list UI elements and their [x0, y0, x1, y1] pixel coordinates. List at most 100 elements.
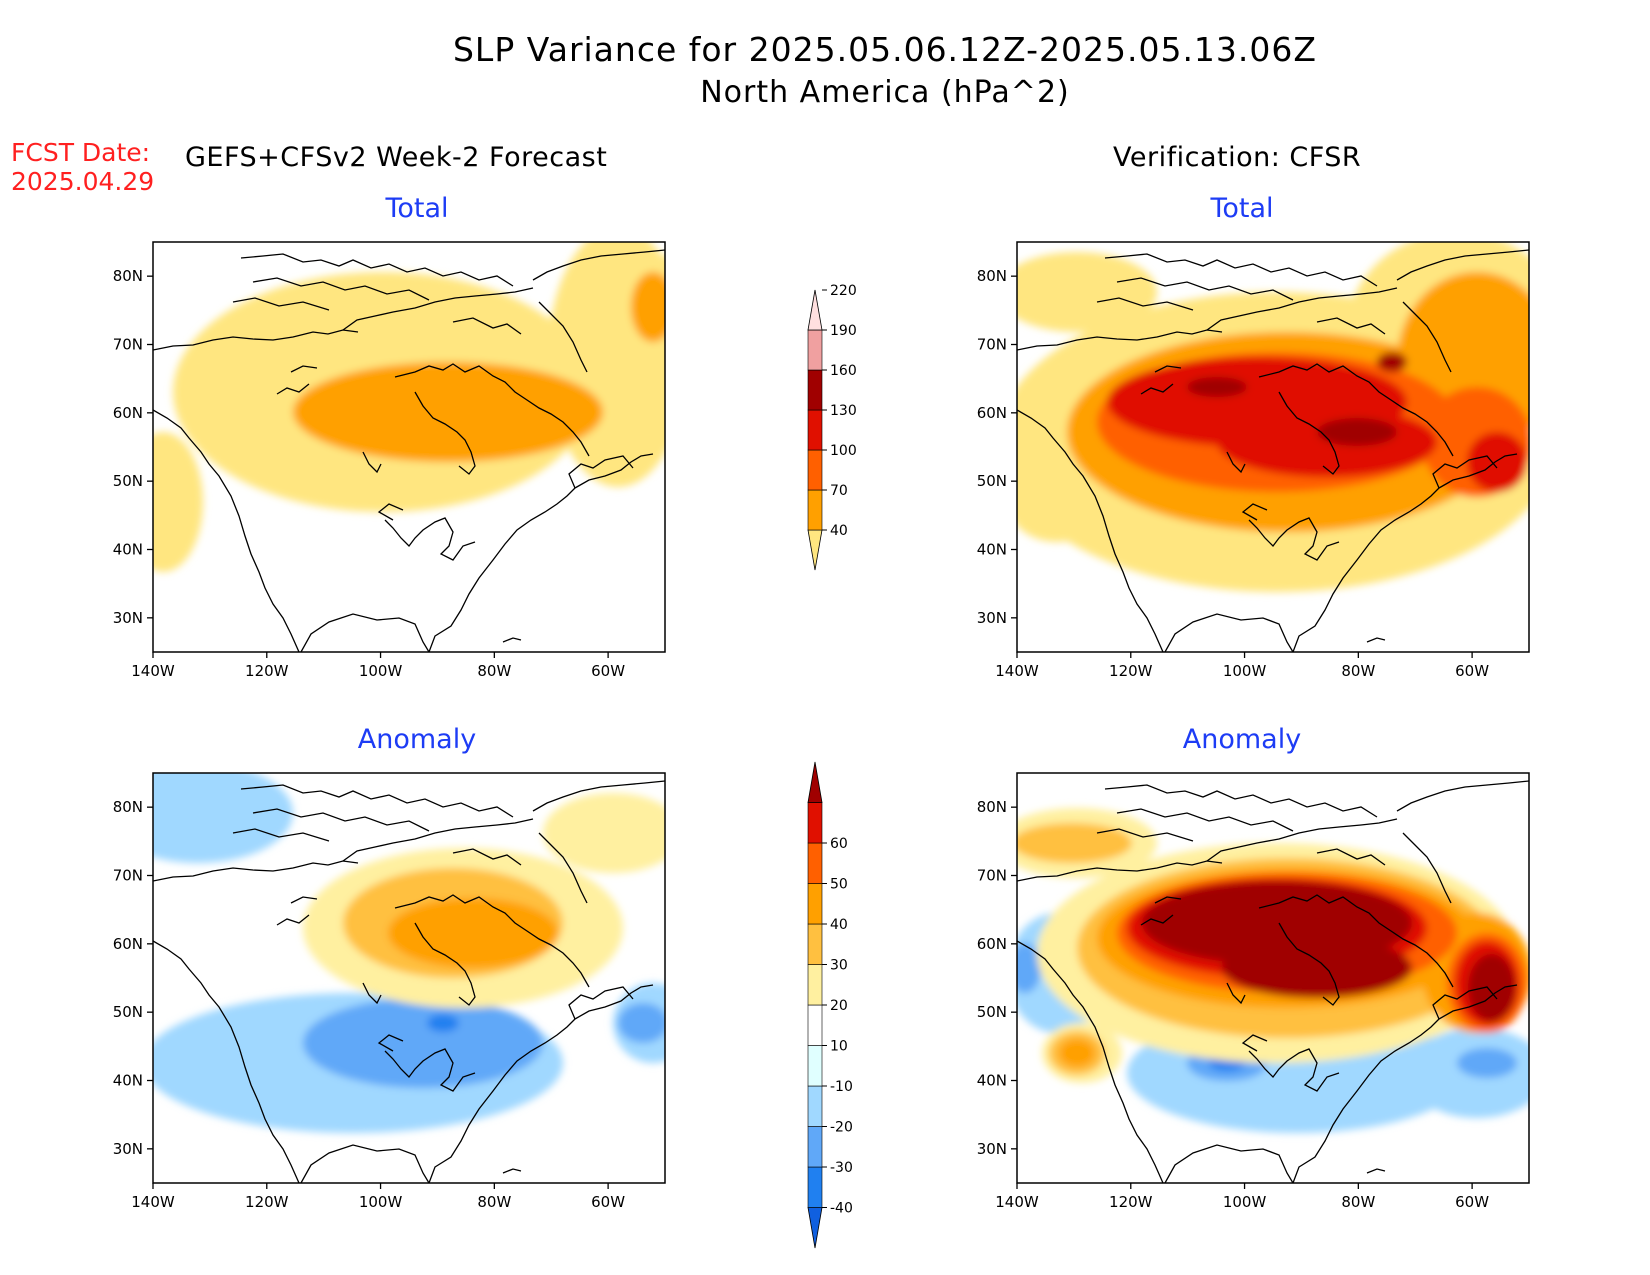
- lon-tick-label: 120W: [1109, 662, 1153, 680]
- field-contour: [1317, 418, 1397, 446]
- colorbar-tick-label: -10: [830, 1079, 853, 1095]
- chart-subtitle: North America (hPa^2): [700, 75, 1070, 110]
- map-field-verification-total: [1017, 242, 1529, 652]
- lat-tick-label: 60N: [113, 935, 143, 953]
- colorbar-cell: [807, 802, 823, 844]
- fcst-date-label: FCST Date: 2025.04.29: [11, 138, 155, 196]
- colorbar-tick-label: 20: [830, 998, 848, 1014]
- colorbar-cell: [807, 842, 823, 884]
- colorbar-cell: [807, 1085, 823, 1127]
- lat-tick-label: 50N: [977, 472, 1007, 490]
- lon-tick-label: 80W: [1341, 1193, 1375, 1211]
- lon-tick-label: 100W: [359, 662, 403, 680]
- colorbar-cell: [807, 1166, 823, 1208]
- lon-tick-label: 120W: [1109, 1193, 1153, 1211]
- field-contour: [303, 998, 543, 1088]
- lat-tick-label: 60N: [977, 935, 1007, 953]
- field-contour: [1217, 407, 1437, 477]
- map-panel-verification-total: 140W 120W 100W 80W 60W 80N 70N 60N 50N 40N 30N: [977, 241, 1530, 680]
- colorbar-tick-label: 100: [830, 443, 857, 459]
- lat-tick-label: 30N: [977, 1140, 1007, 1158]
- shaded-field: [153, 242, 665, 572]
- lon-tick-label: 60W: [1455, 662, 1489, 680]
- field-contour: [1457, 1048, 1517, 1078]
- colorbar-cell: [807, 409, 823, 451]
- lon-tick-label: 140W: [131, 662, 175, 680]
- colorbar-cell: [807, 1004, 823, 1046]
- panel-title-forecast-anomaly: Anomaly: [357, 724, 477, 755]
- colorbar-cell: [807, 489, 823, 531]
- colorbar-tick-label: 60: [830, 836, 848, 852]
- shaded-field: [1017, 808, 1529, 1133]
- colorbar-cell: [807, 1207, 823, 1249]
- lat-tick-label: 70N: [977, 336, 1007, 354]
- field-contour: [427, 1014, 459, 1032]
- field-contour: [1017, 462, 1107, 542]
- map-panel-verification-anomaly: 140W 120W 100W 80W 60W 80N 70N 60N 50N 40N 30N: [977, 772, 1530, 1211]
- field-contour: [1222, 938, 1412, 998]
- verification-title: Verification: CFSR: [1113, 142, 1362, 173]
- colorbar-tick-label: -20: [830, 1120, 853, 1136]
- map-frame: [152, 772, 666, 1184]
- lon-tick-label: 100W: [1223, 662, 1267, 680]
- field-contour: [388, 898, 558, 968]
- lon-tick-label: 140W: [995, 1193, 1039, 1211]
- field-contour: [1017, 823, 1132, 863]
- lat-tick-label: 60N: [113, 404, 143, 422]
- lat-tick-label: 40N: [977, 1072, 1007, 1090]
- colorbar-tick-label: 190: [830, 323, 857, 339]
- colorbar-tick-label: 10: [830, 1039, 848, 1055]
- colorbar-cell: [807, 1126, 823, 1168]
- colorbar-cell: [807, 923, 823, 965]
- lon-tick-label: 60W: [591, 662, 625, 680]
- colorbar-cell: [807, 289, 823, 331]
- colorbar-cell: [807, 1045, 823, 1087]
- colorbar-cell: [807, 883, 823, 925]
- map-panel-forecast-total: 140W 120W 100W 80W 60W 80N 70N 60N 50N 40N 30N: [113, 241, 666, 680]
- map-frame: [152, 241, 666, 653]
- lat-tick-label: 80N: [977, 798, 1007, 816]
- lon-tick-label: 100W: [359, 1193, 403, 1211]
- field-contour: [1468, 954, 1516, 1022]
- total-colorbar: 40 70 100 130 160 190 220: [807, 283, 857, 571]
- field-contour: [1467, 432, 1527, 492]
- lat-tick-label: 50N: [977, 1003, 1007, 1021]
- anomaly-colorbar: -40 -30 -20 -10 10 20 30 40 50 60: [807, 761, 853, 1249]
- lon-tick-label: 60W: [591, 1193, 625, 1211]
- lat-tick-label: 70N: [113, 867, 143, 885]
- lon-tick-label: 140W: [995, 662, 1039, 680]
- lat-tick-label: 80N: [977, 267, 1007, 285]
- forecast-title: GEFS+CFSv2 Week-2 Forecast: [185, 142, 608, 173]
- map-frame: [1016, 241, 1530, 653]
- field-contour: [1017, 943, 1041, 993]
- lat-tick-label: 80N: [113, 267, 143, 285]
- map-field-verification-anomaly: [1017, 780, 1529, 1183]
- lon-tick-label: 80W: [477, 662, 511, 680]
- colorbar-cell: [807, 964, 823, 1006]
- lat-tick-label: 70N: [977, 867, 1007, 885]
- field-contour: [1059, 1039, 1095, 1067]
- colorbar-tick-label: 50: [830, 877, 848, 893]
- field-contour: [153, 773, 293, 863]
- panel-title-forecast-total: Total: [385, 193, 449, 224]
- colorbar-tick-label: 40: [830, 917, 848, 933]
- field-contour: [1377, 352, 1407, 372]
- field-contour: [618, 1003, 665, 1043]
- field-contour: [1017, 252, 1157, 332]
- colorbar-cell: [807, 529, 823, 571]
- lon-tick-label: 80W: [1341, 662, 1375, 680]
- field-contour: [1187, 377, 1247, 397]
- lon-tick-label: 140W: [131, 1193, 175, 1211]
- lat-tick-label: 80N: [113, 798, 143, 816]
- colorbar-cell: [807, 761, 823, 803]
- field-contour: [153, 432, 203, 572]
- colorbar-tick-label: -30: [830, 1160, 853, 1176]
- shaded-field: [153, 773, 665, 1133]
- chart-title: SLP Variance for 2025.05.06.12Z-2025.05.…: [452, 30, 1318, 69]
- lon-tick-label: 80W: [477, 1193, 511, 1211]
- shaded-field: [1017, 242, 1529, 592]
- colorbar-tick-label: 130: [830, 403, 857, 419]
- colorbar-tick-label: 220: [830, 283, 857, 299]
- colorbar-tick-label: -40: [830, 1201, 853, 1217]
